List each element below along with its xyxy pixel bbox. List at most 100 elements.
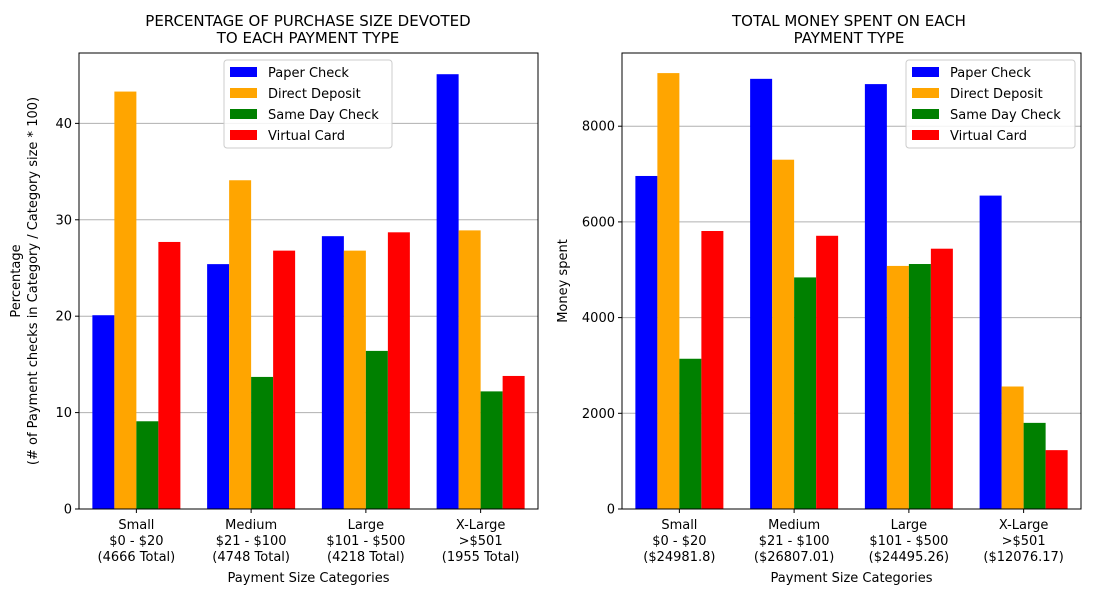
- bar-virtual-card: [273, 250, 296, 509]
- x-tick-label: ($24495.26): [869, 550, 949, 565]
- bar-direct-deposit: [772, 159, 795, 509]
- bar-virtual-card: [502, 375, 525, 509]
- bar-same-day-check: [679, 358, 702, 509]
- chart-title: PAYMENT TYPE: [794, 29, 905, 47]
- legend-label: Direct Deposit: [268, 87, 361, 102]
- x-tick-label: ($12076.17): [983, 550, 1063, 565]
- bar-direct-deposit: [1001, 386, 1024, 509]
- x-tick-label: Medium: [225, 518, 277, 533]
- bar-virtual-card: [387, 232, 410, 510]
- bar-same-day-check: [480, 391, 503, 509]
- bar-virtual-card: [930, 248, 953, 509]
- bar-virtual-card: [1045, 450, 1068, 509]
- chart-title: TOTAL MONEY SPENT ON EACH: [731, 12, 966, 30]
- y-tick-label: 30: [55, 213, 72, 228]
- x-tick-label: $21 - $100: [216, 534, 287, 549]
- y-tick-label: 2000: [582, 407, 615, 422]
- x-tick-label: X-Large: [999, 518, 1049, 533]
- legend-label: Same Day Check: [950, 108, 1061, 123]
- y-axis-label: Money spent: [556, 239, 571, 323]
- plot-frame: [78, 52, 539, 510]
- bar-paper-check: [92, 315, 115, 509]
- legend-label: Direct Deposit: [950, 87, 1043, 102]
- money-spent-chart: 0 2000 4000 6000 8000 Small$0 - $20($24981.8)…: [556, 12, 1082, 586]
- x-tick-label: ($26807.01): [754, 550, 834, 565]
- chart-title: TO EACH PAYMENT TYPE: [216, 29, 400, 47]
- y-tick-label: 8000: [582, 120, 615, 135]
- legend-swatch-paper-check: [912, 67, 939, 77]
- x-tick-label: Small: [118, 518, 154, 533]
- legend-swatch-paper-check: [230, 67, 257, 77]
- legend-box: [223, 59, 393, 149]
- x-tick-label: (1955 Total): [442, 550, 520, 565]
- x-tick-label: (4748 Total): [212, 550, 290, 565]
- y-tick-label: 0: [607, 503, 615, 518]
- x-tick-label: $101 - $500: [326, 534, 405, 549]
- legend-label: Virtual Card: [268, 129, 345, 144]
- bar-same-day-check: [251, 376, 274, 509]
- legend-swatch-direct-deposit: [230, 88, 257, 98]
- bar-virtual-card: [701, 230, 724, 509]
- legend-label: Paper Check: [268, 66, 349, 81]
- x-tick-label: $0 - $20: [652, 534, 706, 549]
- legend-label: Virtual Card: [950, 129, 1027, 144]
- x-tick-label: (4666 Total): [98, 550, 176, 565]
- y-tick-label: 10: [55, 406, 72, 421]
- percentage-chart: 0 10 20 30 40 Small$0 - $20(4666 Total) Medium…: [9, 12, 539, 586]
- chart-title: PERCENTAGE OF PURCHASE SIZE DEVOTED: [145, 12, 470, 30]
- bar-paper-check: [864, 84, 887, 510]
- bar-direct-deposit: [114, 91, 137, 509]
- bar-paper-check: [321, 236, 344, 509]
- x-tick-label: Large: [891, 518, 928, 533]
- y-tick-label: 20: [55, 310, 72, 325]
- x-tick-label: $0 - $20: [109, 534, 163, 549]
- legend-swatch-virtual-card: [230, 130, 257, 140]
- legend-swatch-direct-deposit: [912, 88, 939, 98]
- y-tick-label: 40: [55, 117, 72, 132]
- plot-frame: [621, 52, 1082, 510]
- bar-same-day-check: [794, 277, 817, 509]
- x-tick-label: $101 - $500: [869, 534, 948, 549]
- bar-paper-check: [207, 264, 230, 509]
- bar-direct-deposit: [458, 230, 481, 509]
- x-tick-label: Medium: [768, 518, 820, 533]
- legend-label: Paper Check: [950, 66, 1031, 81]
- x-tick-label: (4218 Total): [327, 550, 405, 565]
- bar-virtual-card: [816, 235, 839, 510]
- x-tick-label: >$501: [1002, 534, 1046, 549]
- x-tick-label: Small: [661, 518, 697, 533]
- y-tick-label: 0: [64, 503, 72, 518]
- bar-same-day-check: [365, 350, 388, 509]
- bar-paper-check: [635, 175, 658, 509]
- legend-swatch-same-day-check: [230, 109, 257, 119]
- legend-box: [905, 59, 1076, 149]
- bar-same-day-check: [136, 421, 159, 509]
- bar-paper-check: [979, 195, 1002, 509]
- legend-swatch-virtual-card: [912, 130, 939, 140]
- bar-direct-deposit: [657, 73, 680, 510]
- y-axis-label: Percentage: [9, 244, 24, 317]
- legend: Paper Check Direct Deposit Same Day Check V…: [905, 59, 1076, 149]
- legend: Paper Check Direct Deposit Same Day Check V…: [223, 59, 393, 149]
- x-tick-label: ($24981.8): [643, 550, 715, 565]
- y-tick-label: 4000: [582, 311, 615, 326]
- bar-direct-deposit: [886, 265, 909, 509]
- bar-virtual-card: [158, 241, 181, 509]
- x-tick-label: Large: [348, 518, 385, 533]
- x-tick-label: X-Large: [456, 518, 506, 533]
- y-tick-label: 6000: [582, 215, 615, 230]
- x-axis-label: Payment Size Categories: [771, 571, 933, 586]
- legend-label: Same Day Check: [268, 108, 379, 123]
- x-tick-label: $21 - $100: [759, 534, 830, 549]
- bar-paper-check: [436, 74, 459, 510]
- bar-direct-deposit: [229, 180, 252, 510]
- bar-direct-deposit: [343, 250, 366, 509]
- bar-same-day-check: [1023, 422, 1046, 509]
- legend-swatch-same-day-check: [912, 109, 939, 119]
- x-axis-label: Payment Size Categories: [228, 571, 390, 586]
- bar-paper-check: [750, 78, 773, 509]
- y-axis-label: (# of Payment checks in Category / Categ…: [26, 97, 41, 465]
- bar-same-day-check: [908, 264, 931, 509]
- x-tick-label: >$501: [459, 534, 503, 549]
